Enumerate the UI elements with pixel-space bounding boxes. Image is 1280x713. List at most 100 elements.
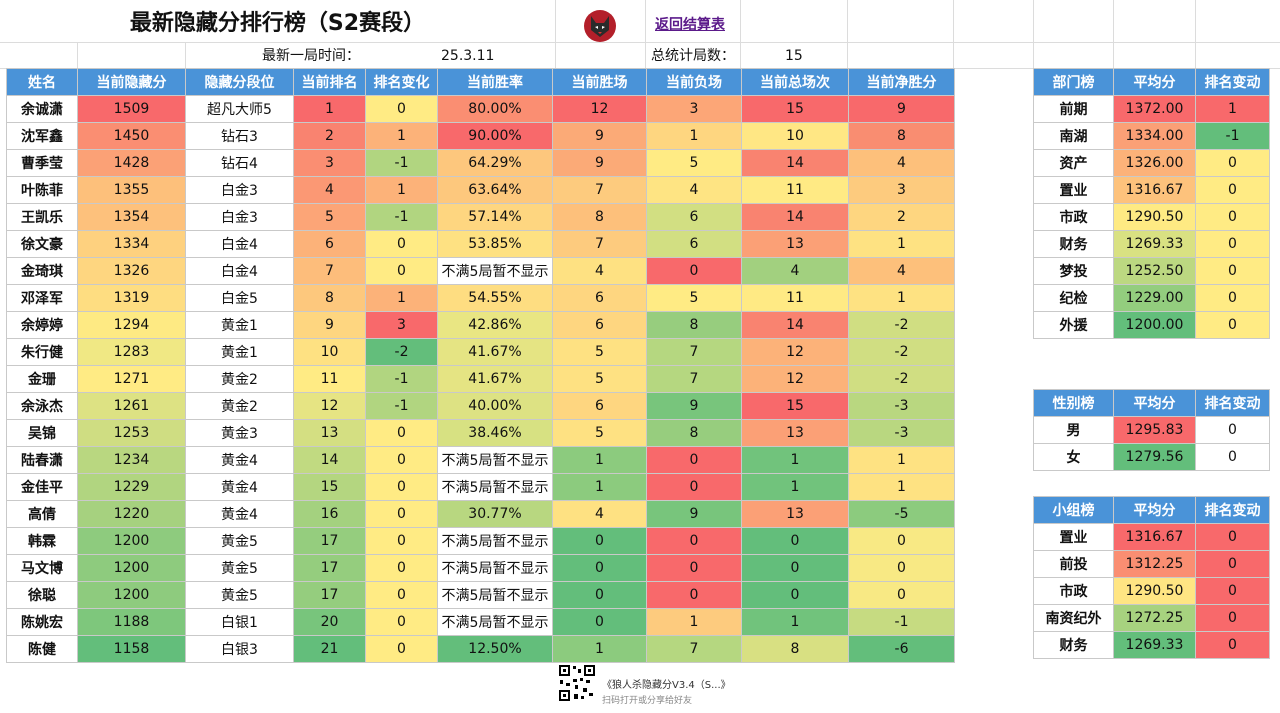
main-cell: 0	[365, 500, 438, 528]
total-games-label: 总统计局数：	[651, 48, 735, 64]
main-cell: 4	[552, 500, 647, 528]
main-cell: 钻石4	[185, 149, 294, 177]
gender-table: 性别榜 平均分 排名变动 男 1295.83 0 女 1279.56 0	[1033, 389, 1270, 471]
dept-name-cell: 外援	[1033, 311, 1114, 339]
main-cell: 1	[552, 635, 647, 663]
main-cell: 64.29%	[437, 149, 553, 177]
main-cell: 不满5局暂不显示	[437, 473, 553, 501]
main-cell: 12.50%	[437, 635, 553, 663]
main-cell: 0	[365, 554, 438, 582]
main-cell: 4	[848, 149, 955, 177]
group-name-cell: 置业	[1033, 523, 1114, 551]
group-header-cell: 排名变动	[1195, 496, 1270, 524]
main-cell: 1200	[77, 581, 186, 609]
main-cell: -2	[365, 338, 438, 366]
main-cell: 53.85%	[437, 230, 553, 258]
main-row: 余婷婷 1294 黄金1 9 3 42.86% 6 8 14 -2	[6, 311, 955, 339]
dept-row: 财务 1269.33 0	[1033, 230, 1270, 258]
dept-name-cell: 前期	[1033, 95, 1114, 123]
back-to-settlement-link[interactable]: 返回结算表	[655, 17, 725, 33]
main-cell: 7	[646, 635, 742, 663]
group-cell: 1272.25	[1113, 604, 1196, 632]
wolf-avatar-icon	[584, 10, 616, 42]
group-name-cell: 市政	[1033, 577, 1114, 605]
main-cell: 3	[848, 176, 955, 204]
share-footer[interactable]: 《狼人杀隐藏分V3.4（S...》 扫码打开或分享给好友	[558, 664, 758, 706]
main-cell: 5	[646, 149, 742, 177]
dept-cell: -1	[1195, 122, 1270, 150]
main-cell: 黄金2	[185, 392, 294, 420]
grid-line	[740, 0, 741, 68]
main-cell: 12	[741, 365, 849, 393]
main-cell: 12	[741, 338, 849, 366]
dept-cell: 1372.00	[1113, 95, 1196, 123]
main-cell: 1	[365, 284, 438, 312]
main-cell: -1	[365, 149, 438, 177]
dept-row: 纪检 1229.00 0	[1033, 284, 1270, 312]
main-cell: 0	[552, 554, 647, 582]
group-header-cell: 小组榜	[1033, 496, 1114, 524]
main-cell: 11	[741, 176, 849, 204]
group-cell: 1290.50	[1113, 577, 1196, 605]
gender-cell: 0	[1195, 416, 1270, 444]
dept-cell: 0	[1195, 284, 1270, 312]
gender-row: 女 1279.56 0	[1033, 443, 1270, 471]
grid-line	[847, 0, 848, 68]
last-game-value: 25.3.11	[441, 48, 495, 64]
main-cell: 9	[848, 95, 955, 123]
main-cell: 黄金3	[185, 419, 294, 447]
main-cell: 2	[293, 122, 366, 150]
main-cell: 3	[293, 149, 366, 177]
group-row: 市政 1290.50 0	[1033, 577, 1270, 605]
dept-cell: 0	[1195, 149, 1270, 177]
main-cell: 13	[741, 500, 849, 528]
main-name-cell: 徐文豪	[6, 230, 78, 258]
group-name-cell: 南资纪外	[1033, 604, 1114, 632]
main-cell: 5	[552, 419, 647, 447]
main-cell: 20	[293, 608, 366, 636]
main-cell: 超凡大师5	[185, 95, 294, 123]
dept-cell: 0	[1195, 230, 1270, 258]
main-cell: 1	[848, 284, 955, 312]
main-cell: 1229	[77, 473, 186, 501]
main-header-cell: 当前胜率	[437, 68, 553, 96]
main-cell: -2	[848, 338, 955, 366]
main-cell: 1	[848, 446, 955, 474]
main-cell: 白银1	[185, 608, 294, 636]
dept-cell: 1316.67	[1113, 176, 1196, 204]
main-cell: 黄金1	[185, 338, 294, 366]
main-cell: 0	[848, 581, 955, 609]
main-row: 叶陈菲 1355 白金3 4 1 63.64% 7 4 11 3	[6, 176, 955, 204]
main-cell: 14	[741, 311, 849, 339]
main-cell: 0	[365, 581, 438, 609]
main-cell: 0	[365, 473, 438, 501]
main-cell: 1	[741, 608, 849, 636]
main-name-cell: 余诚潇	[6, 95, 78, 123]
main-cell: 白金4	[185, 257, 294, 285]
group-cell: 1269.33	[1113, 631, 1196, 659]
dept-name-cell: 资产	[1033, 149, 1114, 177]
main-cell: 9	[552, 149, 647, 177]
dept-cell: 1252.50	[1113, 257, 1196, 285]
main-cell: 1	[741, 473, 849, 501]
main-cell: 11	[741, 284, 849, 312]
main-cell: 0	[365, 527, 438, 555]
main-cell: -1	[365, 203, 438, 231]
main-name-cell: 金琦琪	[6, 257, 78, 285]
main-cell: 38.46%	[437, 419, 553, 447]
main-cell: 黄金5	[185, 581, 294, 609]
main-cell: 1294	[77, 311, 186, 339]
main-row: 马文博 1200 黄金5 17 0 不满5局暂不显示 0 0 0 0	[6, 554, 955, 582]
share-title: 《狼人杀隐藏分V3.4（S...》	[602, 680, 731, 691]
group-cell: 0	[1195, 523, 1270, 551]
main-cell: -2	[848, 311, 955, 339]
main-cell: 9	[293, 311, 366, 339]
main-name-cell: 曹季莹	[6, 149, 78, 177]
gender-header-cell: 性别榜	[1033, 389, 1114, 417]
main-cell: 1354	[77, 203, 186, 231]
main-cell: 14	[293, 446, 366, 474]
dept-name-cell: 市政	[1033, 203, 1114, 231]
total-games-value: 15	[785, 48, 803, 64]
main-name-cell: 叶陈菲	[6, 176, 78, 204]
main-name-cell: 金佳平	[6, 473, 78, 501]
